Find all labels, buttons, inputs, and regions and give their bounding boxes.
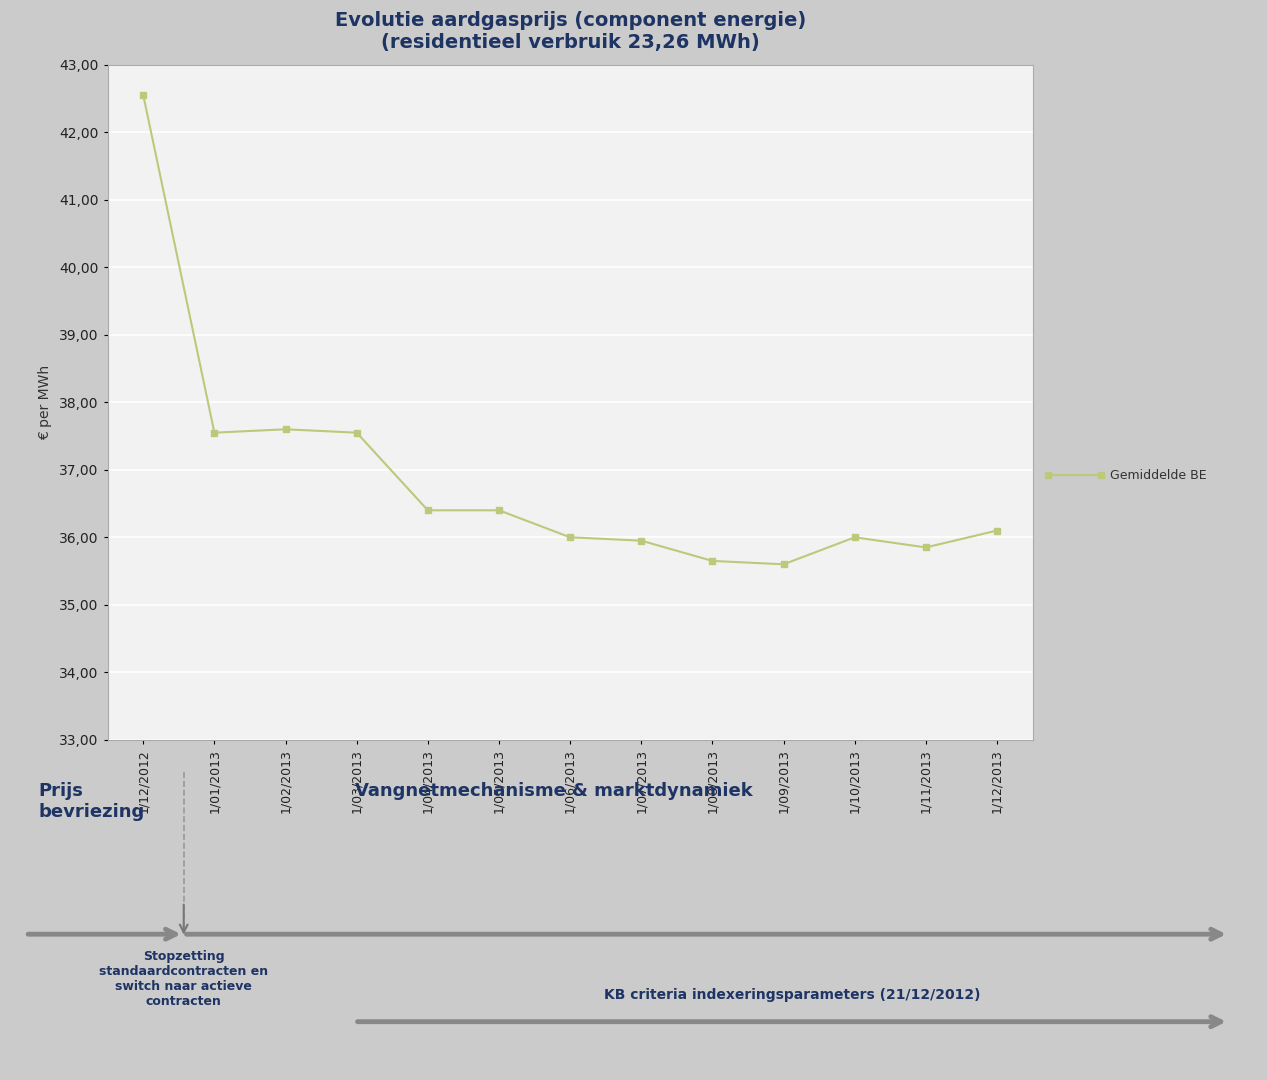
Text: Gemiddelde BE: Gemiddelde BE bbox=[1110, 469, 1206, 482]
Y-axis label: € per MWh: € per MWh bbox=[38, 365, 52, 440]
Text: KB criteria indexeringsparameters (21/12/2012): KB criteria indexeringsparameters (21/12… bbox=[603, 988, 981, 1002]
Text: Stopzetting
standaardcontracten en
switch naar actieve
contracten: Stopzetting standaardcontracten en switc… bbox=[99, 950, 269, 1009]
Text: Prijs
bevriezing: Prijs bevriezing bbox=[38, 782, 144, 821]
Text: Vangnetmechanisme & marktdynamiek: Vangnetmechanisme & marktdynamiek bbox=[355, 782, 753, 800]
Title: Evolutie aardgasprijs (component energie)
(residentieel verbruik 23,26 MWh): Evolutie aardgasprijs (component energie… bbox=[334, 11, 806, 52]
